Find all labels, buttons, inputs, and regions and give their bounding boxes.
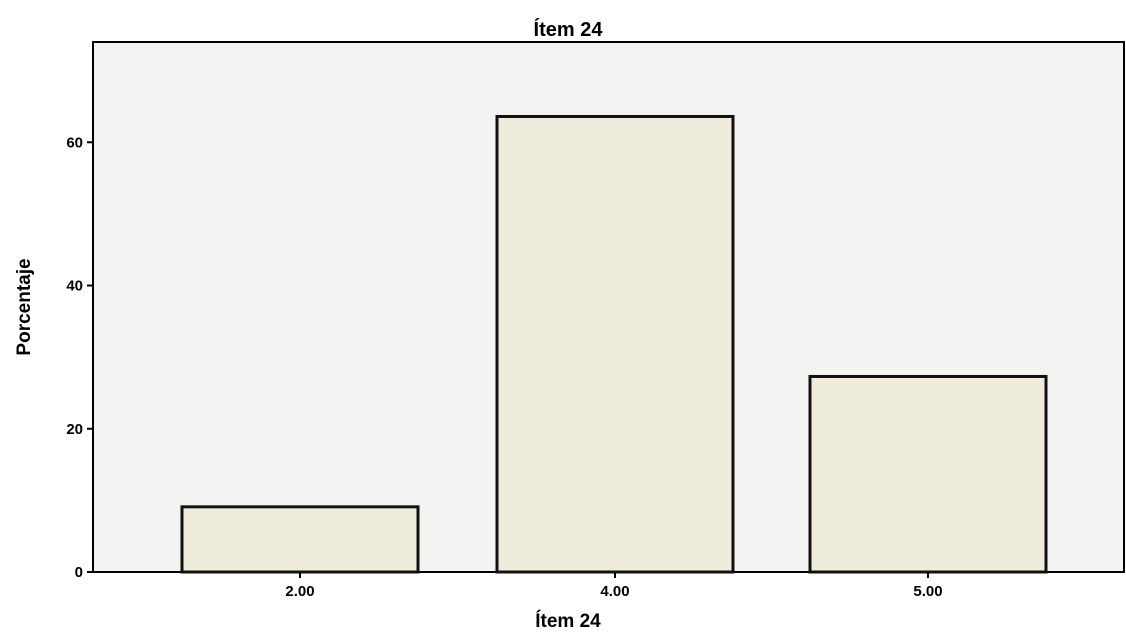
bar-5.00: [808, 374, 1048, 574]
x-tick-label: 2.00: [285, 583, 314, 600]
x-axis-label: Ítem 24: [535, 610, 601, 632]
y-tick-label: 0: [75, 564, 83, 581]
y-tick-label: 60: [66, 134, 83, 151]
bar-4.00: [495, 114, 735, 574]
bar-2.00: [180, 505, 420, 574]
x-axis: 2.00 4.00 5.00: [285, 572, 943, 600]
bars-group: [180, 114, 1048, 574]
y-tick-label: 20: [66, 421, 83, 438]
y-tick-label: 40: [66, 278, 83, 295]
y-axis-label: Porcentaje: [14, 258, 35, 355]
x-tick-label: 5.00: [913, 583, 942, 600]
chart-title: Ítem 24: [534, 18, 604, 41]
y-axis: 0 20 40 60: [66, 134, 93, 581]
x-tick-label: 4.00: [600, 583, 629, 600]
